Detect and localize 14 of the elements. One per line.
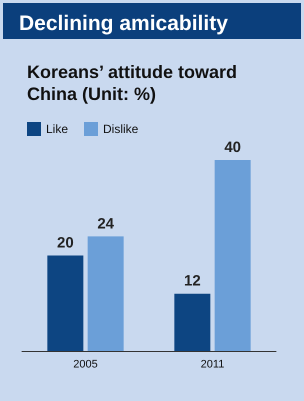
data-label: 24 [97, 215, 115, 232]
chart-subtitle: Koreans’ attitude toward China (Unit: %) [27, 62, 242, 104]
x-tick-label: 2011 [200, 358, 224, 370]
data-label: 12 [184, 272, 201, 290]
chart-title: Declining amicability [19, 12, 228, 35]
bar [174, 294, 210, 351]
x-tick-label: 2005 [73, 358, 98, 370]
bar [47, 256, 84, 351]
data-label: 40 [224, 139, 242, 156]
bar [214, 160, 251, 351]
data-label: 20 [56, 234, 74, 252]
legend-label: Like [46, 122, 68, 136]
bar [88, 236, 124, 351]
legend-label: Dislike [103, 122, 139, 136]
